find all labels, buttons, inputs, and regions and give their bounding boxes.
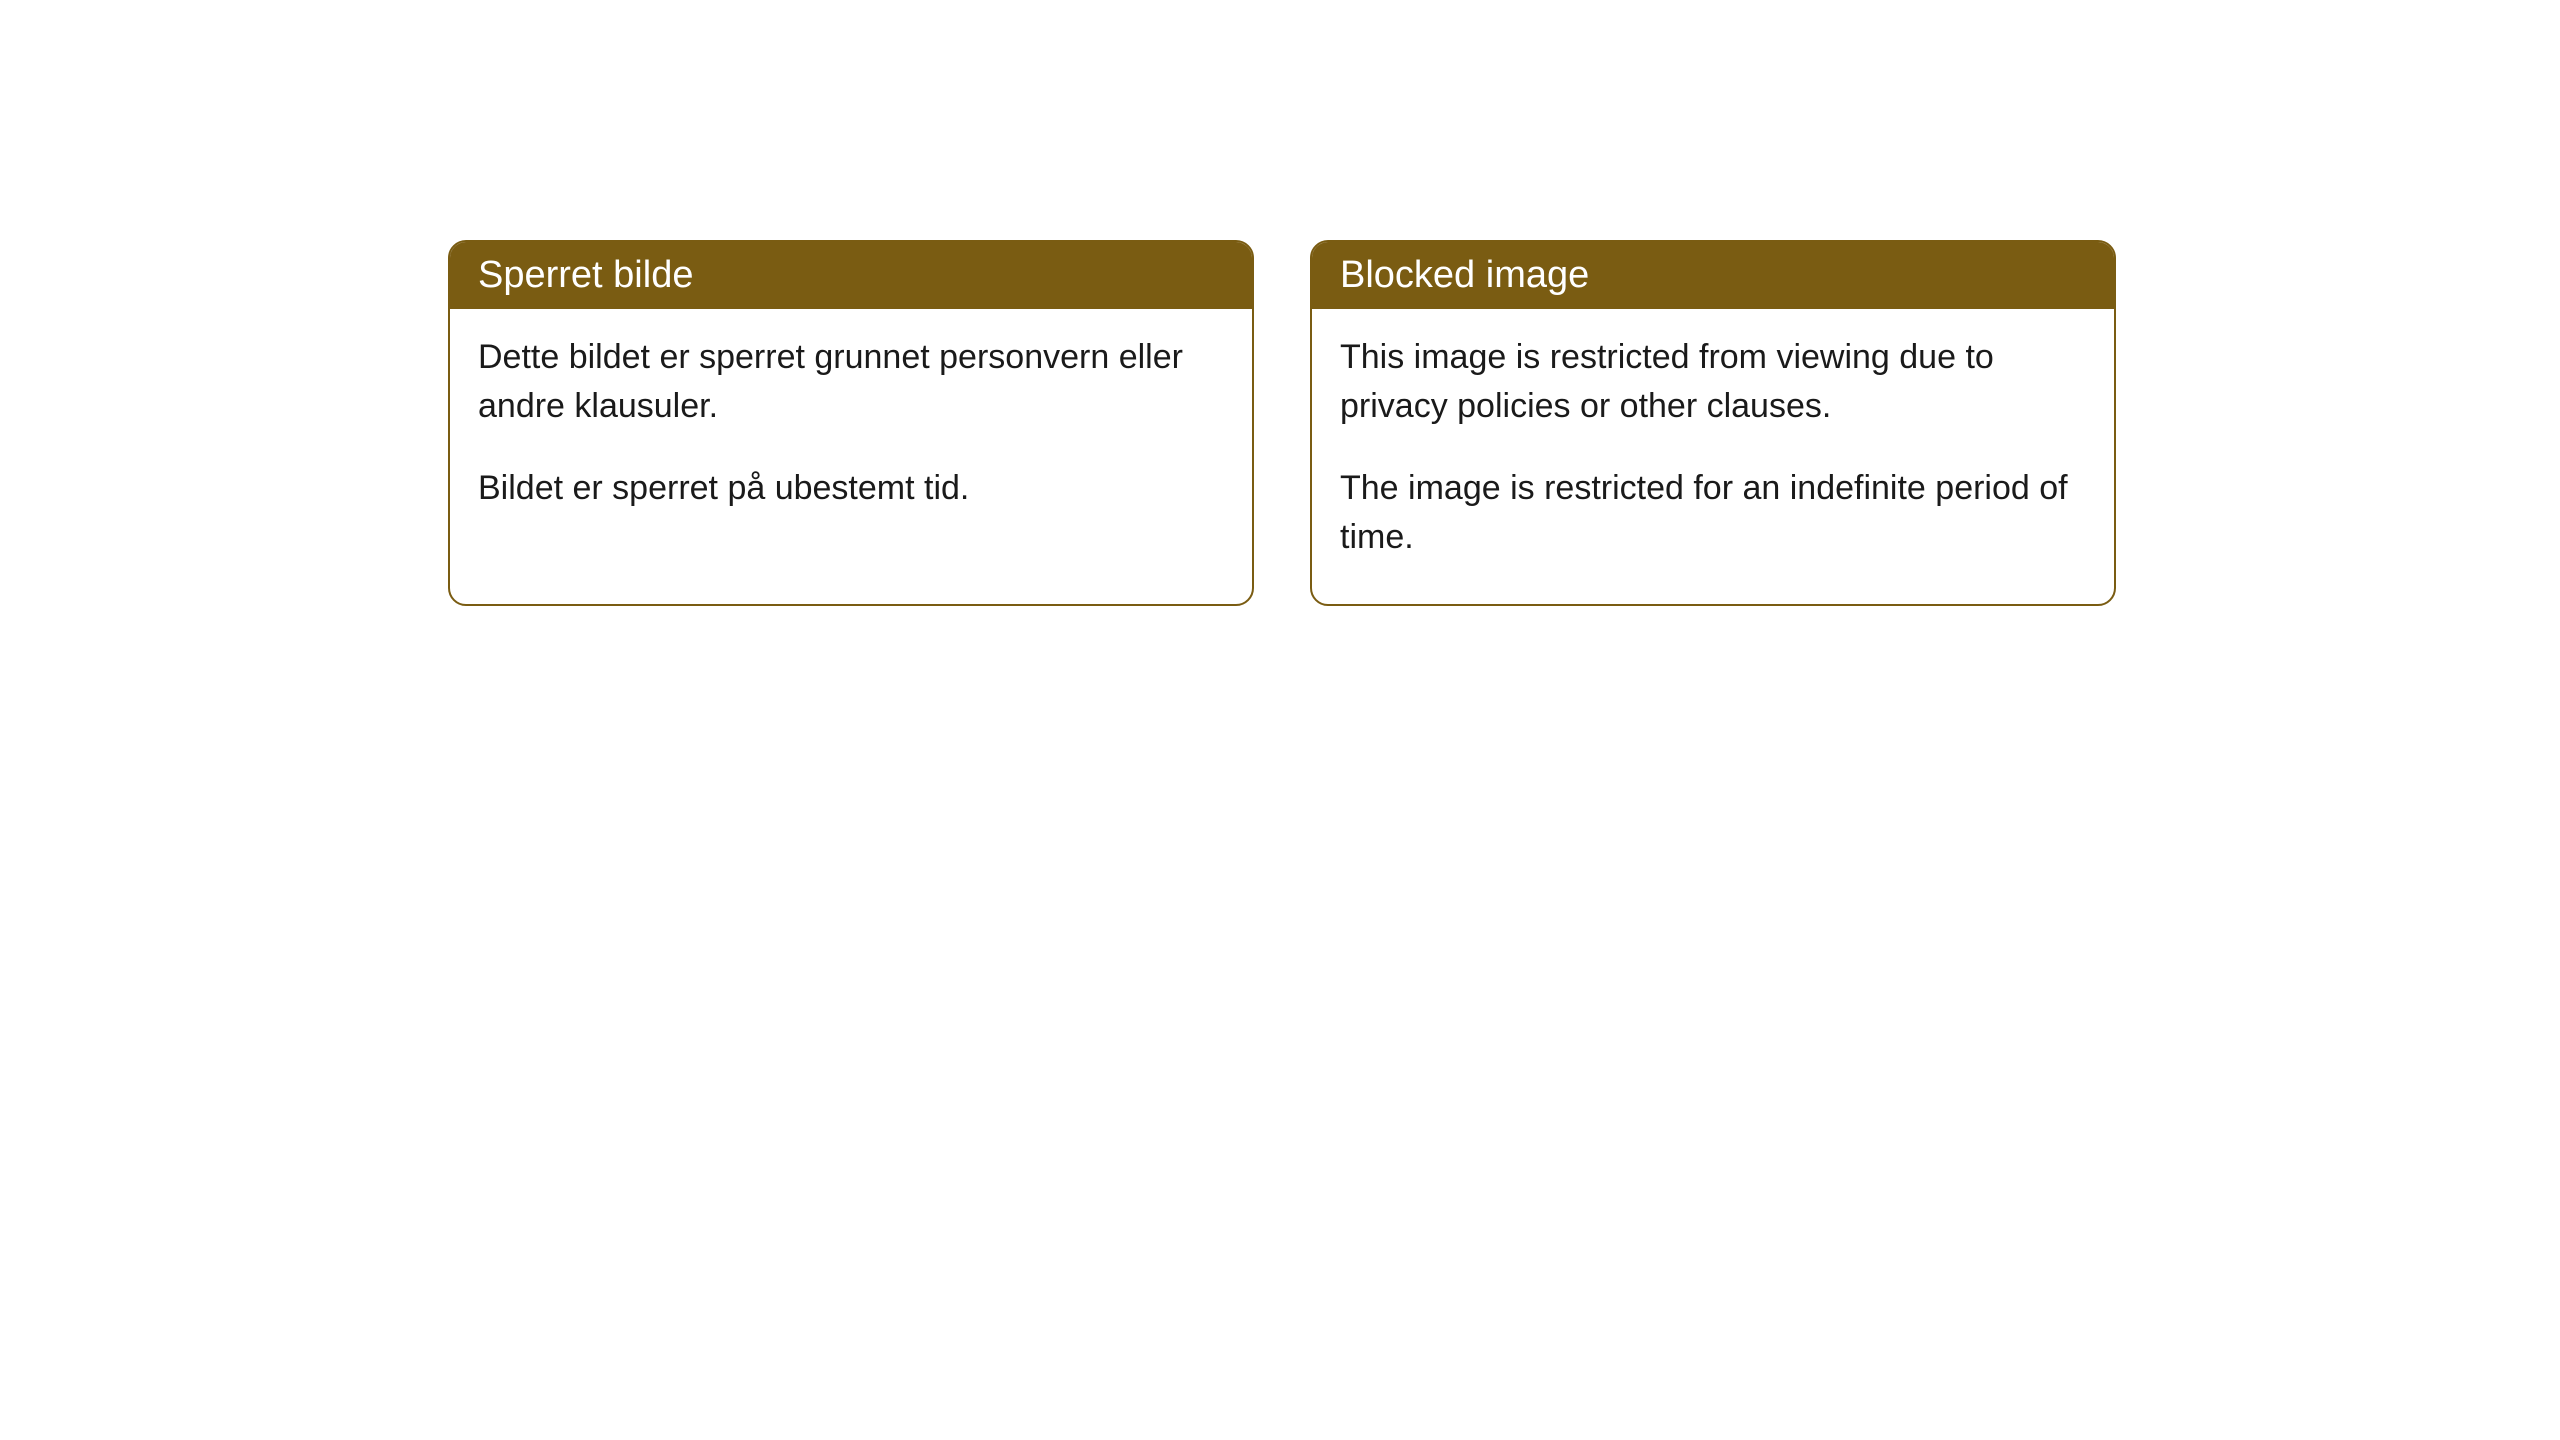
card-header-norwegian: Sperret bilde <box>450 242 1252 309</box>
blocked-image-card-english: Blocked image This image is restricted f… <box>1310 240 2116 606</box>
card-title-english: Blocked image <box>1340 254 1589 296</box>
card-header-english: Blocked image <box>1312 242 2114 309</box>
blocked-image-card-norwegian: Sperret bilde Dette bildet er sperret gr… <box>448 240 1254 606</box>
card-title-norwegian: Sperret bilde <box>478 254 693 296</box>
card-paragraph-english-1: This image is restricted from viewing du… <box>1340 333 2086 432</box>
card-body-english: This image is restricted from viewing du… <box>1312 309 2114 604</box>
card-paragraph-english-2: The image is restricted for an indefinit… <box>1340 464 2086 563</box>
notice-cards-container: Sperret bilde Dette bildet er sperret gr… <box>448 240 2116 606</box>
card-body-norwegian: Dette bildet er sperret grunnet personve… <box>450 309 1252 555</box>
card-paragraph-norwegian-2: Bildet er sperret på ubestemt tid. <box>478 464 1224 513</box>
card-paragraph-norwegian-1: Dette bildet er sperret grunnet personve… <box>478 333 1224 432</box>
